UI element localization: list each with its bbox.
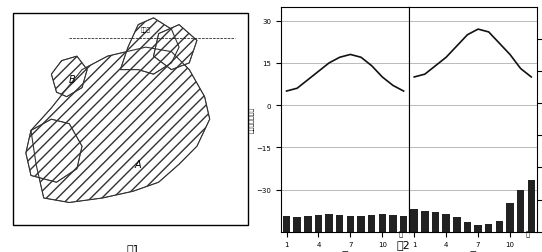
X-axis label: 甲: 甲 bbox=[342, 250, 349, 252]
Bar bbox=[495, 221, 503, 232]
Text: 图2: 图2 bbox=[397, 239, 411, 249]
Bar bbox=[283, 216, 291, 232]
Bar bbox=[464, 222, 471, 232]
Bar bbox=[410, 209, 418, 232]
Text: 图1: 图1 bbox=[126, 243, 140, 252]
Y-axis label: 气温（摄氏度）: 气温（摄氏度） bbox=[250, 107, 255, 133]
Bar bbox=[304, 216, 312, 232]
Text: 月: 月 bbox=[526, 229, 530, 236]
Text: 北极圈: 北极圈 bbox=[141, 28, 151, 33]
Bar bbox=[389, 215, 397, 232]
Bar bbox=[421, 211, 429, 232]
Bar bbox=[527, 181, 535, 232]
Bar bbox=[368, 215, 376, 232]
Text: B: B bbox=[68, 74, 75, 84]
Text: 月: 月 bbox=[398, 229, 403, 236]
Bar bbox=[442, 214, 450, 232]
Bar bbox=[474, 226, 482, 232]
Bar bbox=[315, 215, 322, 232]
Bar bbox=[347, 216, 354, 232]
Bar bbox=[517, 190, 524, 232]
Bar bbox=[506, 203, 514, 232]
Text: A: A bbox=[135, 160, 141, 170]
X-axis label: 乙: 乙 bbox=[469, 250, 476, 252]
Bar bbox=[485, 224, 493, 232]
Bar bbox=[453, 217, 461, 232]
Bar bbox=[432, 213, 439, 232]
Bar bbox=[400, 216, 407, 232]
Bar bbox=[357, 216, 365, 232]
Bar bbox=[325, 214, 333, 232]
Bar bbox=[293, 217, 301, 232]
Bar bbox=[336, 215, 344, 232]
Bar bbox=[378, 214, 386, 232]
